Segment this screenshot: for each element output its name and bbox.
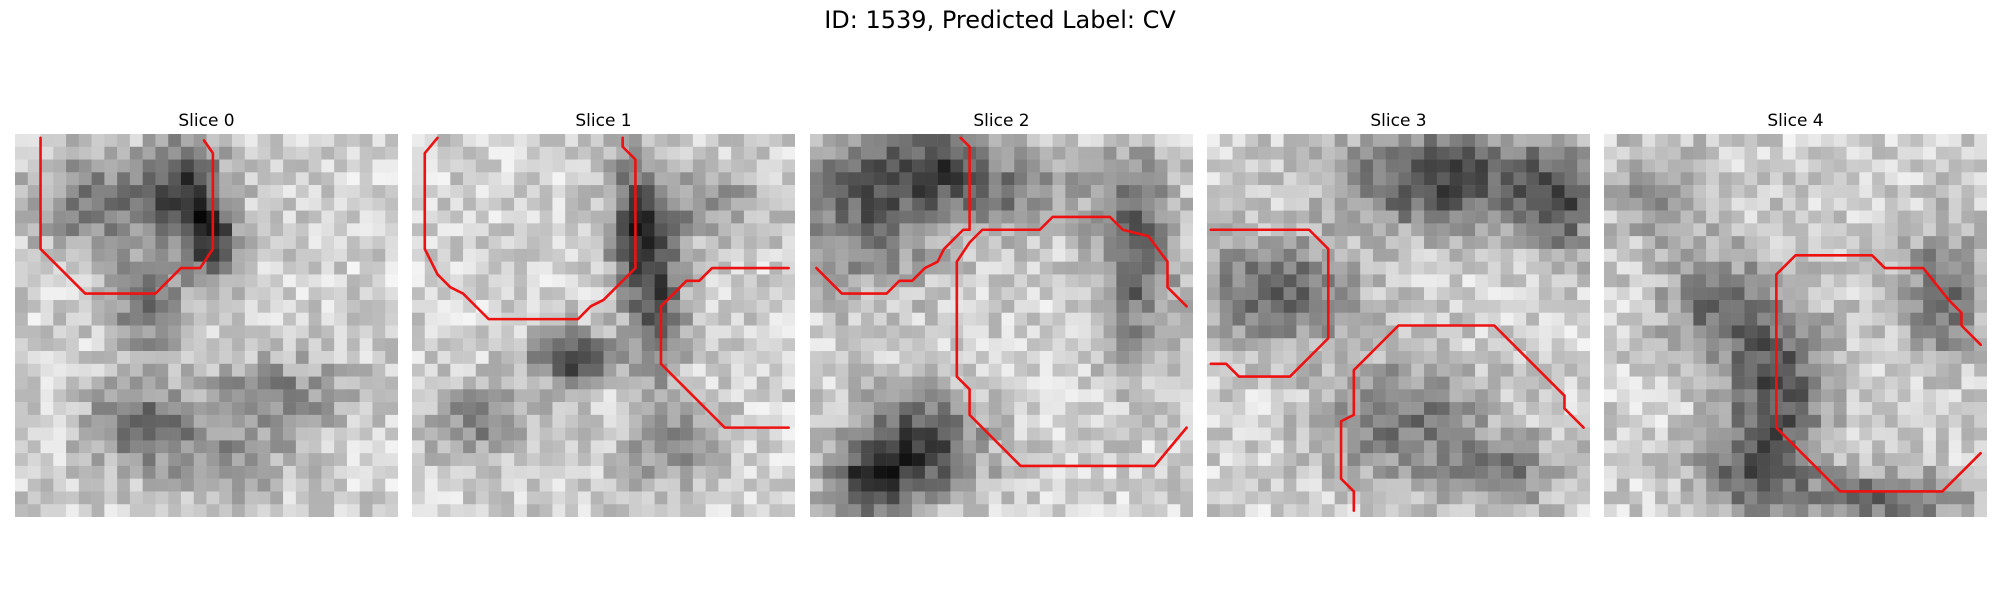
slice-image — [1207, 134, 1590, 517]
slice-image — [810, 134, 1193, 517]
slice-title: Slice 4 — [1767, 111, 1824, 131]
slice-image — [1604, 134, 1987, 517]
slice-panel-0: Slice 0 — [15, 108, 398, 517]
segmentation-contour — [957, 217, 1187, 466]
grayscale-pixels — [412, 134, 795, 517]
segmentation-contour — [1776, 255, 1980, 491]
segmentation-contour — [1211, 230, 1328, 377]
slice-panel-3: Slice 3 — [1207, 108, 1590, 517]
segmentation-contour — [661, 268, 789, 428]
figure-title: ID: 1539, Predicted Label: CV — [824, 6, 1176, 34]
slice-panel-1: Slice 1 — [412, 108, 795, 517]
segmentation-contour — [1341, 326, 1584, 511]
slice-title: Slice 0 — [178, 111, 235, 131]
slice-title: Slice 2 — [973, 111, 1030, 131]
grayscale-pixels — [1604, 134, 1987, 517]
slice-image — [15, 134, 398, 517]
segmentation-contour — [816, 138, 969, 294]
grayscale-pixels — [15, 134, 398, 517]
slice-panel-4: Slice 4 — [1604, 108, 1987, 517]
segmentation-contour — [425, 138, 636, 319]
grayscale-pixels — [810, 134, 1193, 517]
segmentation-contour — [41, 138, 213, 294]
slice-panel-2: Slice 2 — [810, 108, 1193, 517]
slice-title: Slice 3 — [1370, 111, 1427, 131]
grayscale-pixels — [1207, 134, 1590, 517]
slice-title: Slice 1 — [575, 111, 632, 131]
slice-image — [412, 134, 795, 517]
